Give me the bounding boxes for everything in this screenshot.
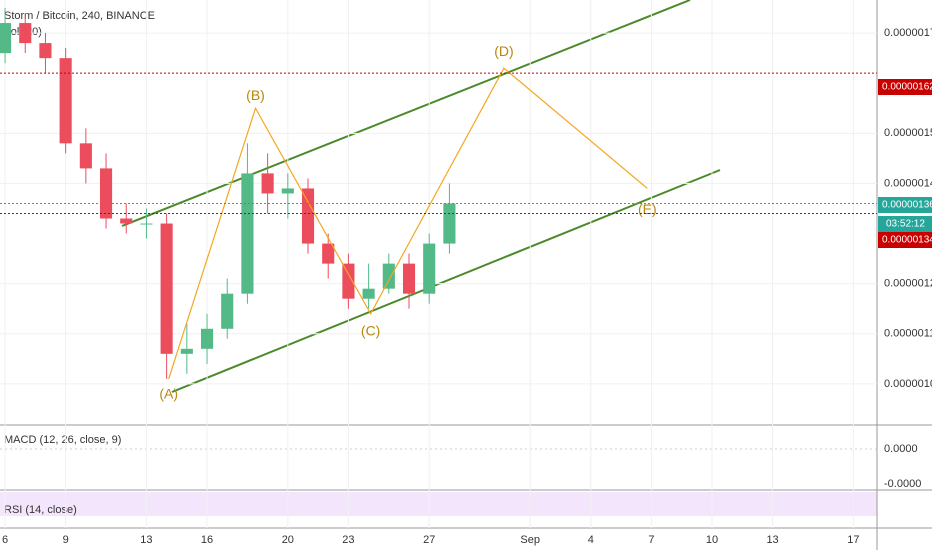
candle-body: [443, 203, 456, 244]
x-tick-label: 27: [423, 534, 435, 546]
candle-body: [0, 23, 12, 54]
price-label-box: [878, 197, 932, 213]
y-tick-label: 0.00000110: [884, 328, 932, 340]
price-label: 0.00000136: [882, 200, 932, 211]
candle-body: [120, 218, 133, 224]
candle-body: [160, 223, 173, 354]
rsi-label: RSI (14, close): [4, 504, 77, 516]
candle-body: [39, 43, 52, 59]
countdown-box: [878, 216, 932, 232]
candle-body: [59, 58, 72, 144]
y-tick-label: 0.00000140: [884, 177, 932, 189]
x-tick-label: 13: [766, 534, 778, 546]
price-label-box: [878, 232, 932, 248]
candle-body: [200, 328, 214, 349]
x-tick-label: 6: [2, 534, 8, 546]
candle-body: [342, 263, 355, 299]
macd-tick: -0.0000: [884, 478, 921, 490]
candle-body: [402, 263, 416, 294]
y-tick-label: 0.00000150: [884, 127, 932, 139]
x-tick-label: 16: [201, 534, 213, 546]
x-tick-label: 20: [282, 534, 294, 546]
x-tick-label: 23: [342, 534, 354, 546]
x-tick-label: 17: [847, 534, 859, 546]
x-tick-label: 13: [140, 534, 152, 546]
rsi-band: [0, 492, 877, 516]
candle-body: [180, 348, 193, 354]
candle-body: [322, 243, 335, 264]
y-tick-label: 0.00000100: [884, 378, 932, 390]
y-tick-label: 0.00000170: [884, 27, 932, 39]
candle-body: [19, 23, 32, 44]
channel-lower: [171, 169, 721, 393]
candle-body: [241, 173, 254, 294]
candle-body: [301, 188, 315, 244]
candle-body: [221, 293, 234, 329]
wave-label: (C): [361, 322, 380, 338]
price-label-box: [878, 79, 932, 95]
wave-label: (D): [494, 43, 513, 59]
candle-body: [423, 243, 436, 294]
x-tick-label: 7: [648, 534, 654, 546]
y-tick-label: 0.00000120: [884, 278, 932, 290]
candle-body: [261, 173, 274, 194]
candle-body: [140, 223, 153, 225]
macd-label: MACD (12, 26, close, 9): [4, 434, 121, 446]
macd-tick: 0.0000: [884, 443, 918, 455]
chart-title: Storm / Bitcoin, 240, BINANCE: [4, 10, 155, 22]
x-tick-label: Sep: [520, 534, 540, 546]
x-tick-label: 9: [63, 534, 69, 546]
candle-body: [79, 143, 92, 169]
channel-upper: [121, 0, 691, 227]
countdown: 03:52:12: [886, 219, 925, 230]
wave-line: [168, 67, 648, 380]
candle-body: [362, 288, 375, 299]
candle-body: [99, 168, 113, 219]
x-tick-label: 10: [706, 534, 718, 546]
candle-body: [382, 263, 395, 289]
price-label: 0.00000134: [882, 235, 932, 246]
price-label: 0.00000162: [882, 82, 932, 93]
wave-label: (B): [246, 87, 265, 103]
wave-label: (A): [159, 386, 178, 402]
x-tick-label: 4: [588, 534, 594, 546]
candle-body: [281, 188, 294, 194]
